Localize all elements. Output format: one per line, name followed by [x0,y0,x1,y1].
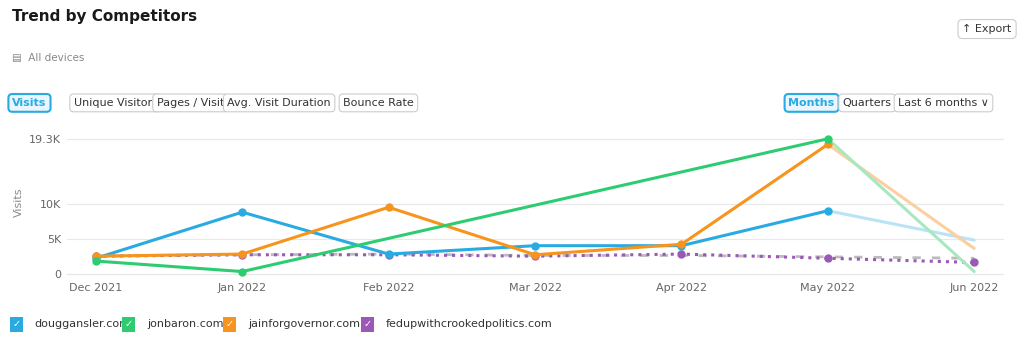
Text: douggansler.com: douggansler.com [35,319,131,329]
Text: Trend by Competitors: Trend by Competitors [12,9,198,24]
Y-axis label: Visits: Visits [13,188,24,217]
Text: ✓: ✓ [225,319,233,329]
Text: Avg. Visit Duration: Avg. Visit Duration [227,98,331,108]
Text: ↑ Export: ↑ Export [963,24,1012,34]
Text: jonbaron.com: jonbaron.com [147,319,224,329]
Text: ▤  All devices: ▤ All devices [12,53,85,63]
Text: Bounce Rate: Bounce Rate [343,98,414,108]
Text: ✓: ✓ [125,319,133,329]
Text: Months: Months [788,98,835,108]
Text: Quarters: Quarters [843,98,892,108]
Text: ✓: ✓ [12,319,20,329]
Text: Pages / Visit: Pages / Visit [157,98,224,108]
Text: Visits: Visits [12,98,47,108]
Text: fedupwithcrookedpolitics.com: fedupwithcrookedpolitics.com [386,319,553,329]
Text: ✓: ✓ [364,319,372,329]
Text: Last 6 months ∨: Last 6 months ∨ [898,98,989,108]
Text: Unique Visitors: Unique Visitors [74,98,158,108]
Text: jainforgovernor.com: jainforgovernor.com [248,319,359,329]
